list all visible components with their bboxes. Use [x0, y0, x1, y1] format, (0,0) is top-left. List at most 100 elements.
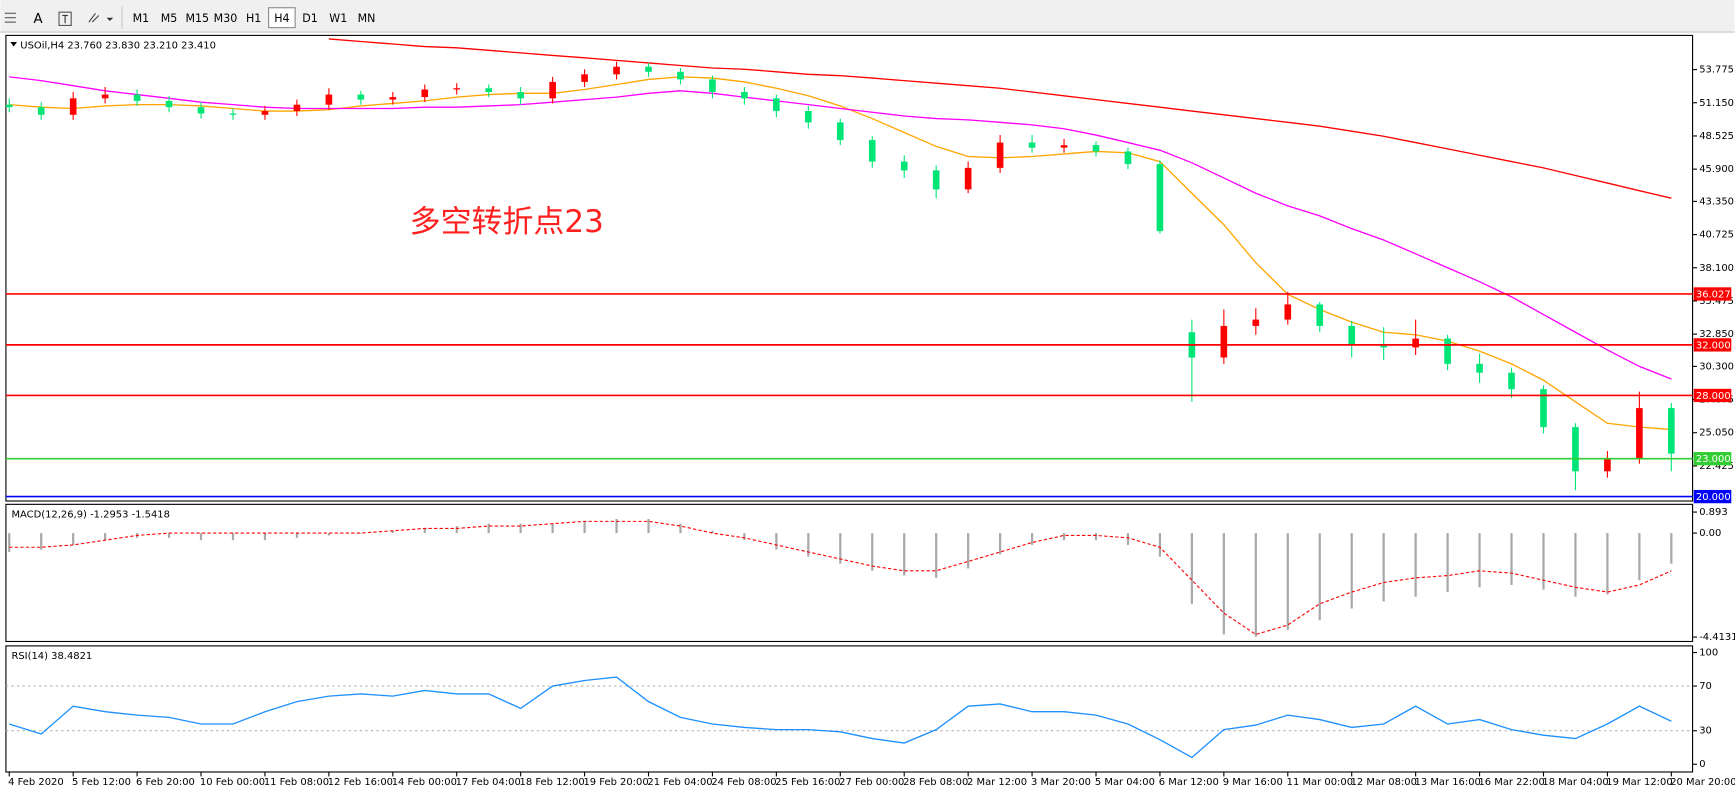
x-tick-label: 4 Feb 2020 [8, 777, 64, 788]
y-tick-label: 38.100 [1699, 263, 1734, 274]
macd-bar [487, 523, 490, 534]
y-tick-label: 40.725 [1699, 230, 1734, 241]
timeframe-button[interactable] [183, 7, 211, 28]
panel-title: RSI(14) 38.4821 [11, 651, 92, 662]
candle-body [805, 110, 812, 123]
macd-bar [1542, 533, 1545, 590]
macd-bar [8, 533, 11, 552]
timeframe-button[interactable] [127, 7, 155, 28]
macd-bar [903, 533, 906, 576]
candle-body [1636, 408, 1643, 459]
candle-body [581, 74, 588, 82]
x-tick-label: 19 Mar 12:00 [1606, 777, 1672, 788]
x-tick-label: 6 Feb 20:00 [136, 777, 195, 788]
candle-body [1444, 338, 1451, 364]
level-label: 20.000 [1696, 492, 1731, 503]
candle-body [1412, 338, 1419, 348]
macd-bar [231, 533, 235, 541]
y-tick-label: 35.475 [1699, 296, 1734, 307]
candle-body [1348, 325, 1356, 345]
candle-body [1668, 408, 1675, 454]
timeframe-button[interactable] [268, 7, 296, 29]
macd-bar [839, 533, 842, 564]
macd-bar [1030, 533, 1034, 545]
macd-bar [871, 533, 874, 571]
timeframe-bar: M1 M5 M15 M30 H1 H4 D1 W1 MN [127, 7, 380, 29]
candle-body [1124, 151, 1132, 165]
x-tick-label: 21 Feb 04:00 [647, 777, 712, 788]
x-tick-label: 25 Feb 16:00 [775, 777, 840, 788]
y-tick-label: 43.350 [1699, 196, 1734, 207]
x-tick-label: 27 Feb 00:00 [839, 777, 904, 788]
timeframe-button[interactable] [325, 7, 352, 28]
timeframe-label[interactable]: H4 [274, 12, 289, 25]
macd-bar [1094, 533, 1098, 541]
y-tick-label: 48.525 [1699, 131, 1734, 142]
candle-body [677, 71, 684, 80]
timeframe-button[interactable] [155, 7, 183, 28]
macd-bar [807, 533, 810, 557]
arrows-tool-icon[interactable] [88, 12, 100, 23]
candle-body [197, 107, 205, 114]
y-tick-label: 70 [1699, 681, 1712, 692]
candle-body [357, 94, 365, 100]
candle-body [1380, 344, 1387, 348]
candle-body [709, 79, 716, 93]
candle-body [1220, 325, 1228, 358]
level-label: 32.000 [1696, 340, 1731, 351]
timeframe-label[interactable]: M30 [214, 12, 238, 25]
macd-bar [1574, 533, 1577, 597]
timeframe-button[interactable] [353, 7, 380, 28]
y-tick-label: 0.00 [1699, 528, 1721, 539]
level-label-box [1693, 489, 1732, 504]
timeframe-button[interactable] [296, 7, 324, 28]
timeframe-label[interactable]: M1 [133, 12, 150, 25]
macd-bar [1126, 533, 1130, 545]
x-tick-label: 20 Mar 20:00 [1670, 777, 1735, 788]
timeframe-label[interactable]: D1 [302, 12, 318, 25]
panel-title: MACD(12,26,9) -1.2953 -1.5418 [11, 509, 170, 520]
x-tick-label: 11 Feb 08:00 [264, 777, 329, 788]
timeframe-label[interactable]: H1 [246, 12, 261, 25]
level-label: 28.000 [1696, 391, 1731, 402]
candle-body [37, 107, 45, 115]
timeframe-label[interactable]: W1 [329, 12, 347, 25]
candle-body [932, 170, 940, 190]
timeframe-label[interactable]: M5 [161, 12, 178, 25]
annotation: 多空转折点23 [410, 204, 604, 240]
macd-bar [1670, 533, 1673, 564]
panel-title: USOil,H4 23.760 23.830 23.210 23.410 [20, 40, 216, 51]
y-tick-label: 0.893 [1699, 507, 1727, 518]
level-label: 23.000 [1696, 454, 1731, 465]
panel-frame [5, 645, 1694, 773]
timeframe-label[interactable]: M15 [185, 12, 209, 25]
candle-body [453, 88, 461, 90]
dropdown-icon[interactable] [106, 17, 114, 22]
candle-body [836, 122, 844, 141]
tool-button-label[interactable]: A [33, 12, 42, 27]
timeframe-button[interactable] [240, 7, 267, 28]
candle-body [1540, 389, 1547, 428]
candle-body [325, 94, 333, 105]
candle-body [165, 100, 173, 108]
macd-bar [423, 528, 426, 534]
macd-bar [1478, 533, 1481, 588]
timeframe-label[interactable]: MN [358, 12, 376, 25]
candle-body [773, 98, 780, 111]
macd-bar [551, 523, 554, 534]
macd-bar [263, 533, 267, 541]
chart-menu-icon[interactable] [10, 42, 17, 47]
x-tick-label: 16 Mar 22:00 [1478, 777, 1544, 788]
macd-bar [1606, 533, 1609, 595]
candle-body [1476, 363, 1483, 373]
macd-signal [9, 520, 1672, 636]
candle-body [1508, 372, 1515, 390]
x-tick-label: 19 Feb 20:00 [583, 777, 648, 788]
x-tick-label: 28 Feb 08:00 [903, 777, 968, 788]
macd-bar [167, 533, 171, 538]
text-tool-icon[interactable] [58, 11, 72, 26]
timeframe-button[interactable] [212, 7, 239, 28]
macd-bar [615, 518, 618, 534]
